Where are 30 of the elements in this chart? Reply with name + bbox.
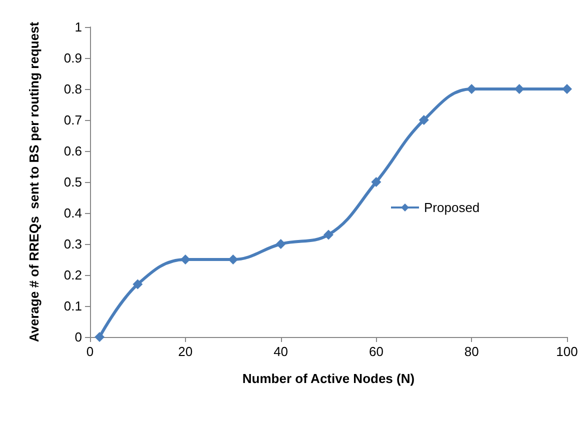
y-tick-label: 1 xyxy=(74,20,82,34)
y-tick-label: 0.7 xyxy=(64,112,82,128)
point xyxy=(324,230,334,240)
point xyxy=(276,239,286,249)
x-tick-label: 60 xyxy=(368,344,384,359)
point xyxy=(180,254,190,264)
point xyxy=(94,332,105,342)
x-tick-label: 20 xyxy=(178,344,193,359)
y-tick-label: 0.6 xyxy=(64,144,82,158)
y-tick-label: 0.2 xyxy=(64,268,82,282)
x-axis-title: Number of Active Nodes (N) xyxy=(242,371,415,386)
legend-label: Proposed xyxy=(424,200,480,215)
point xyxy=(514,84,524,94)
y-tick-label: 0.4 xyxy=(64,206,82,220)
y-tick-label: 0.3 xyxy=(64,236,82,252)
y-tick-label: 0.8 xyxy=(64,82,82,96)
point xyxy=(418,115,429,125)
y-tick-label: 0 xyxy=(74,330,82,344)
point xyxy=(132,279,143,290)
x-tick-label: 80 xyxy=(464,344,479,359)
point xyxy=(562,84,572,94)
y-tick-label: 0.5 xyxy=(64,174,82,190)
x-tick-label: 100 xyxy=(556,344,578,359)
point xyxy=(228,254,238,264)
point xyxy=(371,177,382,187)
y-tick-label: 0.1 xyxy=(64,298,82,314)
x-tick-label: 0 xyxy=(86,344,94,359)
y-axis-title: Average # of RREQs sent to BS per routing request xyxy=(26,21,42,342)
x-tick-label: 40 xyxy=(274,344,288,359)
y-tick-label: 0.9 xyxy=(64,50,82,66)
